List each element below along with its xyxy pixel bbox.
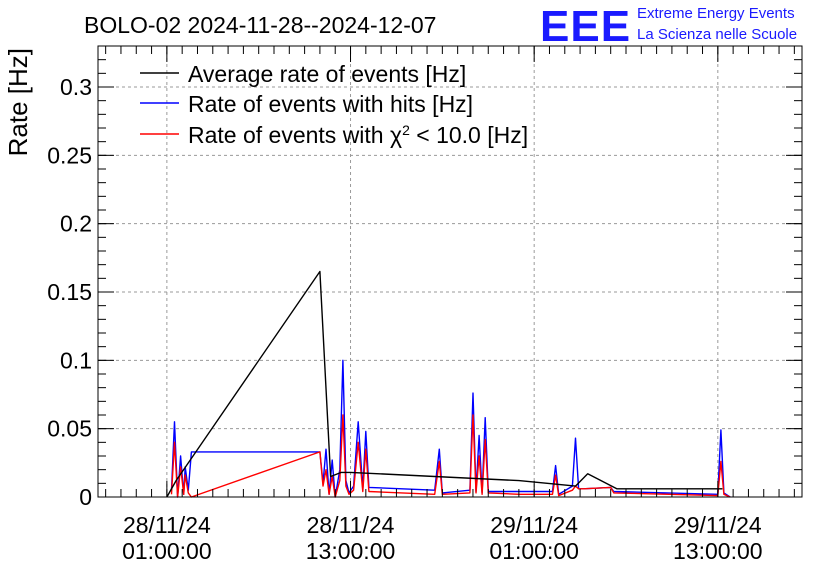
series-layer — [166, 270, 731, 498]
x-axis: 28/11/2401:00:0028/11/2413:00:0029/11/24… — [105, 46, 795, 564]
x-tick-time: 01:00:00 — [122, 538, 212, 564]
y-tick-label: 0.1 — [60, 347, 92, 373]
y-tick-label: 0.05 — [47, 416, 92, 442]
y-tick-label: 0.25 — [47, 142, 92, 168]
plot-frame — [97, 45, 803, 498]
x-tick-time: 13:00:00 — [673, 538, 763, 564]
x-tick-date: 29/11/24 — [674, 512, 762, 538]
x-tick-date: 29/11/24 — [490, 512, 578, 538]
y-tick-label: 0.15 — [47, 279, 92, 305]
eee-logo-line1: Extreme Energy Events — [637, 5, 795, 22]
legend: Average rate of events [Hz] Rate of event… — [140, 61, 528, 148]
x-tick-time: 13:00:00 — [306, 538, 396, 564]
eee-logo-line2: La Scienza nelle Scuole — [637, 26, 797, 43]
eee-logo: EEE Extreme Energy Events La Scienza nel… — [540, 2, 797, 51]
x-tick-date: 28/11/24 — [123, 512, 211, 538]
y-tick-label: 0.2 — [60, 211, 92, 237]
legend-label-1: Rate of events with hits [Hz] — [188, 91, 473, 117]
eee-logo-mark: EEE — [540, 2, 631, 51]
series-line-0 — [166, 270, 723, 498]
x-tick-time: 01:00:00 — [489, 538, 579, 564]
legend-label-0: Average rate of events [Hz] — [188, 61, 466, 87]
y-axis: 0 0.05 0.1 0.15 0.2 0.25 0.3 — [47, 45, 802, 510]
series-line-2 — [170, 414, 731, 498]
y-tick-label: 0 — [79, 484, 92, 510]
chart-title: BOLO-02 2024-11-28--2024-12-07 — [84, 12, 436, 38]
legend-label-2: Rate of events with χ2 < 10.0 [Hz] — [188, 122, 528, 148]
y-tick-label: 0.3 — [60, 74, 92, 100]
x-tick-date: 28/11/24 — [307, 512, 395, 538]
y-axis-label: Rate [Hz] — [3, 48, 33, 156]
